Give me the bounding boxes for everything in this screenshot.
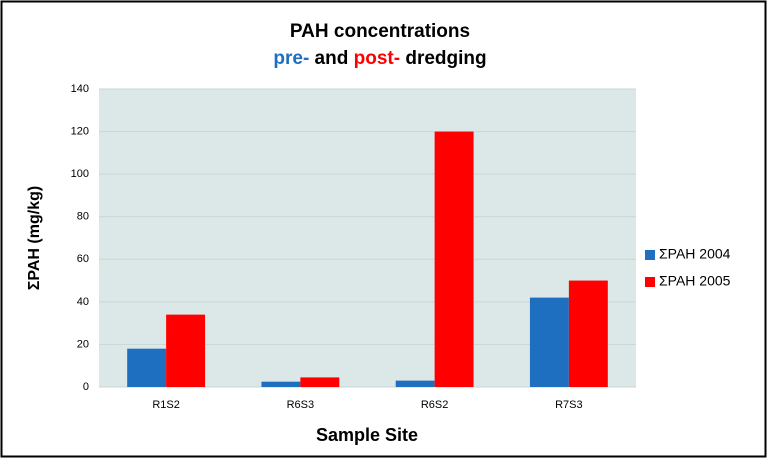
y-tick-label: 120 (71, 125, 89, 137)
x-tick-label: R6S3 (287, 399, 315, 411)
chart-title: PAH concentrations (290, 21, 470, 42)
x-axis-label: Sample Site (316, 425, 418, 445)
legend-swatch (645, 277, 655, 287)
y-tick-label: 20 (77, 338, 89, 350)
y-axis-label: ΣPAH (mg/kg) (26, 186, 43, 290)
bar (568, 280, 608, 387)
chart-subtitle: pre- and post- dredging (273, 48, 486, 69)
y-tick-label: 100 (71, 168, 89, 180)
bar (434, 131, 474, 387)
bar (300, 377, 340, 387)
y-tick-label: 0 (83, 381, 89, 393)
subtitle-part: and (309, 48, 353, 69)
subtitle-part: post- (354, 48, 400, 69)
legend-label: ΣPAH 2004 (659, 246, 731, 262)
bar (395, 380, 435, 387)
x-tick-label: R6S2 (421, 399, 449, 411)
legend-label: ΣPAH 2005 (659, 273, 731, 289)
subtitle-part: dredging (400, 48, 487, 69)
x-tick-label: R1S2 (152, 399, 180, 411)
y-tick-label: 40 (77, 296, 89, 308)
y-tick-label: 60 (77, 253, 89, 265)
subtitle-part: pre- (273, 48, 309, 69)
y-tick-label: 80 (77, 211, 89, 223)
bar (127, 348, 167, 387)
x-tick-label: R7S3 (555, 399, 583, 411)
bar (529, 297, 569, 387)
legend-swatch (645, 250, 655, 260)
bar (261, 381, 301, 387)
y-tick-label: 140 (71, 83, 89, 95)
bar (166, 314, 206, 387)
